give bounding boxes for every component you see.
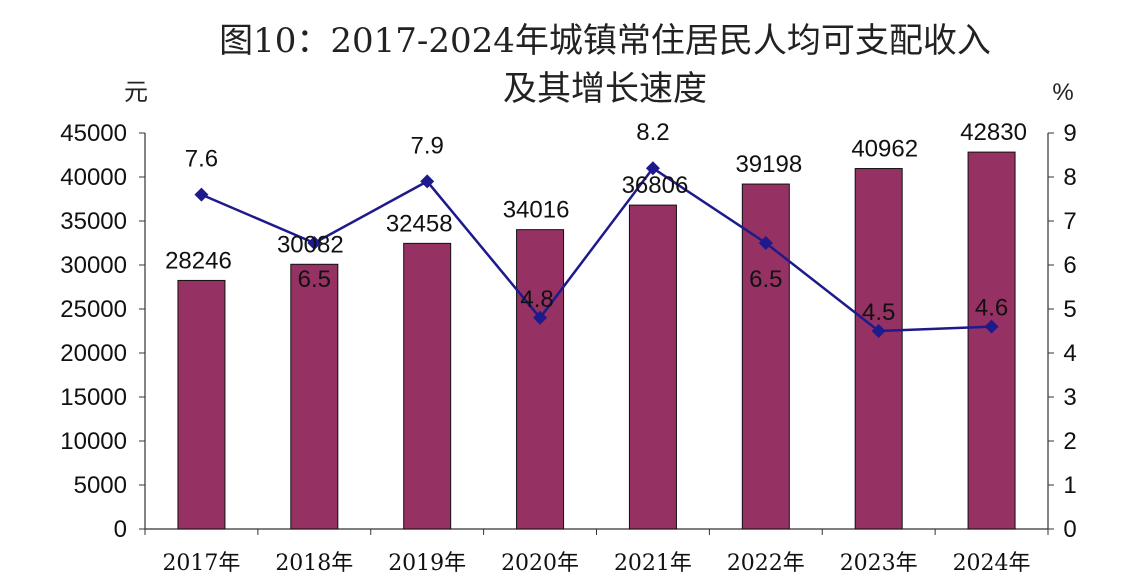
x-tick-label: 2017年	[162, 551, 240, 576]
line-value-label: 7.6	[185, 146, 218, 173]
right-tick-label: 6	[1063, 252, 1076, 279]
line-value-label: 6.5	[298, 266, 331, 293]
income-bar	[290, 263, 339, 530]
x-tick-label: 2018年	[275, 551, 353, 576]
growth-rate-marker	[194, 187, 209, 202]
left-tick-label: 10000	[60, 428, 127, 455]
income-bar	[177, 279, 226, 530]
growth-rate-marker	[533, 310, 548, 325]
right-tick-label: 3	[1063, 384, 1076, 411]
line-value-label: 8.2	[636, 119, 669, 146]
income-bar	[854, 168, 903, 530]
right-tick-label: 5	[1063, 296, 1076, 323]
right-tick-label: 4	[1063, 340, 1076, 367]
growth-rate-marker	[420, 174, 435, 189]
growth-rate-marker	[871, 324, 886, 338]
bar-value-label: 39198	[735, 151, 802, 178]
left-tick-label: 45000	[60, 120, 127, 147]
bar-value-label: 30082	[277, 231, 344, 258]
right-tick-label: 0	[1063, 516, 1076, 543]
chart-title-line2: 及其增长速度	[503, 69, 707, 109]
left-tick-label: 40000	[60, 164, 127, 191]
bar-value-label: 32458	[386, 210, 453, 237]
right-tick-label: 1	[1063, 472, 1076, 499]
left-tick-label: 0	[114, 516, 127, 543]
growth-rate-line	[200, 166, 992, 333]
left-tick-label: 20000	[60, 340, 127, 367]
right-tick-label: 7	[1063, 208, 1076, 235]
left-tick-label: 25000	[60, 296, 127, 323]
growth-rate-marker	[758, 236, 773, 250]
right-tick-label: 9	[1063, 120, 1076, 147]
x-tick-label: 2022年	[727, 551, 805, 576]
growth-rate-marker	[645, 161, 660, 176]
left-tick-label: 15000	[60, 384, 127, 411]
line-value-label: 6.5	[749, 266, 782, 293]
line-value-label: 4.5	[862, 299, 895, 326]
line-value-label: 4.8	[520, 286, 553, 313]
growth-rate-marker	[984, 319, 999, 334]
bar-value-label: 34016	[503, 197, 570, 224]
line-value-label: 4.6	[975, 295, 1008, 322]
income-bar	[741, 183, 790, 530]
x-tick-label: 2019年	[388, 551, 466, 576]
left-axis-unit: 元	[124, 78, 148, 106]
left-tick-label: 35000	[60, 208, 127, 235]
income-bar	[516, 229, 565, 530]
income-bar	[403, 242, 452, 530]
growth-rate-marker	[307, 236, 322, 250]
income-bar	[628, 204, 677, 530]
x-tick-label: 2023年	[840, 551, 918, 576]
bar-value-label: 40962	[851, 136, 918, 163]
x-tick-label: 2024年	[953, 551, 1031, 576]
left-tick-label: 5000	[74, 472, 127, 499]
right-axis-unit: %	[1052, 79, 1073, 106]
x-tick-label: 2020年	[501, 551, 579, 576]
chart-title-line1: 图10：2017-2024年城镇常住居民人均可支配收入	[219, 21, 991, 61]
right-tick-label: 8	[1063, 164, 1076, 191]
right-tick-label: 2	[1063, 428, 1076, 455]
bar-value-label: 42830	[960, 119, 1027, 146]
plot-area: 0 5000 10000 15000 20000 25000 30000 35000 40000…	[60, 119, 1076, 576]
bar-value-label: 36806	[622, 172, 689, 199]
left-tick-label: 30000	[60, 252, 127, 279]
income-bar	[967, 151, 1016, 530]
bar-value-label: 28246	[165, 247, 232, 274]
line-value-label: 7.9	[411, 132, 444, 159]
x-tick-label: 2021年	[614, 551, 692, 576]
